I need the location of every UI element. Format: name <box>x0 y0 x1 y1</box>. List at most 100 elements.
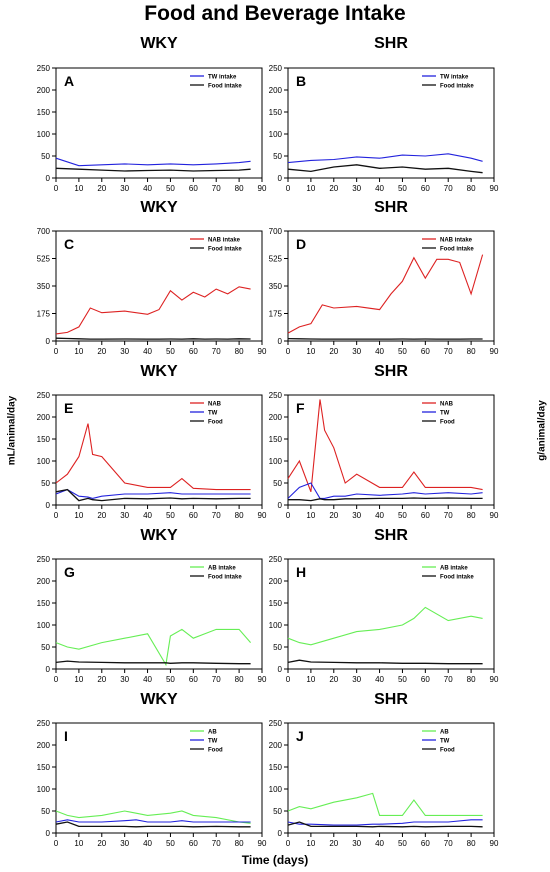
x-tick-label: 50 <box>398 511 407 520</box>
x-tick-label: 40 <box>143 839 152 848</box>
y-tick-label: 700 <box>37 227 51 236</box>
x-tick-label: 90 <box>490 511 499 520</box>
legend-entry: TW intake <box>208 75 237 81</box>
x-tick-label: 90 <box>258 347 267 356</box>
panel-letter: B <box>296 73 306 89</box>
y-tick-label: 250 <box>37 64 51 73</box>
x-tick-label: 20 <box>97 511 106 520</box>
panel-letter: D <box>296 236 306 252</box>
panel-e: WKY 0 50 100 150 200 250 0 10 20 30 40 50 60 70 80 90 E NA… <box>37 363 267 520</box>
x-tick-label: 30 <box>120 511 129 520</box>
legend-entry: Food <box>440 748 455 754</box>
y-tick-label: 0 <box>278 665 283 674</box>
x-tick-label: 0 <box>286 839 291 848</box>
series-line-food <box>55 488 251 502</box>
series-line-ab <box>287 792 483 816</box>
y-tick-label: 525 <box>269 255 283 264</box>
x-tick-label: 50 <box>166 511 175 520</box>
x-tick-label: 40 <box>375 347 384 356</box>
legend-entry: NAB intake <box>208 238 241 244</box>
x-tick-label: 70 <box>212 839 221 848</box>
series-line-food <box>287 821 483 828</box>
x-tick-label: 90 <box>490 839 499 848</box>
x-tick-label: 0 <box>54 675 59 684</box>
series-line-ab-intake <box>55 628 252 667</box>
x-tick-label: 10 <box>306 184 315 193</box>
x-tick-label: 50 <box>166 347 175 356</box>
x-tick-label: 20 <box>329 839 338 848</box>
x-tick-label: 60 <box>421 511 430 520</box>
y-tick-label: 700 <box>269 227 283 236</box>
x-tick-label: 40 <box>143 511 152 520</box>
x-tick-label: 60 <box>421 675 430 684</box>
series-line-nab-intake <box>55 286 251 335</box>
y-tick-label: 200 <box>269 413 283 422</box>
panel-heading-g: WKY <box>140 527 178 544</box>
legend-entry: Food intake <box>208 247 242 253</box>
x-tick-label: 90 <box>490 675 499 684</box>
y-tick-label: 50 <box>41 643 50 652</box>
x-tick-label: 20 <box>329 675 338 684</box>
y-tick-label: 250 <box>37 555 51 564</box>
y-tick-label: 250 <box>269 391 283 400</box>
y-tick-label: 175 <box>269 310 283 319</box>
x-tick-label: 50 <box>166 839 175 848</box>
x-tick-label: 60 <box>189 184 198 193</box>
y-tick-label: 0 <box>46 665 51 674</box>
y-tick-label: 350 <box>269 282 283 291</box>
panel-letter: I <box>64 728 68 744</box>
series-line-ab-intake <box>287 606 483 646</box>
x-tick-label: 80 <box>235 839 244 848</box>
y-tick-label: 100 <box>37 130 51 139</box>
panel-letter: H <box>296 564 306 580</box>
series-line-food-intake <box>55 660 251 665</box>
series-line-tw-intake <box>55 157 251 167</box>
series-line-food-intake <box>55 337 251 340</box>
legend-entry: Food intake <box>208 84 242 90</box>
y-tick-label: 250 <box>37 719 51 728</box>
y-tick-label: 0 <box>46 501 51 510</box>
series-line-food-intake <box>287 659 483 665</box>
x-tick-label: 40 <box>143 347 152 356</box>
x-tick-label: 30 <box>120 839 129 848</box>
x-tick-label: 70 <box>444 675 453 684</box>
series-line-nab-intake <box>287 254 484 334</box>
x-tick-label: 30 <box>352 184 361 193</box>
y-tick-label: 50 <box>273 152 282 161</box>
y-tick-label: 150 <box>269 435 283 444</box>
panel-heading-c: WKY <box>140 199 178 216</box>
series-line-nab <box>287 399 483 492</box>
x-tick-label: 10 <box>306 511 315 520</box>
panel-b: SHR 0 50 100 150 200 250 0 10 20 30 40 50 60 70 80 90 B TW… <box>269 35 499 193</box>
legend-entry: Food <box>440 420 455 426</box>
x-tick-label: 10 <box>306 675 315 684</box>
x-tick-label: 50 <box>166 184 175 193</box>
x-tick-label: 20 <box>329 511 338 520</box>
x-tick-label: 70 <box>212 347 221 356</box>
x-tick-label: 20 <box>97 184 106 193</box>
y-tick-label: 200 <box>269 577 283 586</box>
y-tick-label: 0 <box>46 829 51 838</box>
plot-frame <box>55 558 263 670</box>
series-line-tw <box>287 819 483 826</box>
x-tick-label: 60 <box>189 511 198 520</box>
x-tick-label: 90 <box>258 839 267 848</box>
y-tick-label: 350 <box>37 282 51 291</box>
x-tick-label: 40 <box>375 184 384 193</box>
x-tick-label: 60 <box>421 839 430 848</box>
x-tick-label: 40 <box>143 675 152 684</box>
x-tick-label: 70 <box>212 511 221 520</box>
series-line-food <box>288 497 483 502</box>
x-tick-label: 40 <box>143 184 152 193</box>
y-tick-label: 250 <box>269 64 283 73</box>
x-tick-label: 60 <box>189 675 198 684</box>
x-tick-label: 80 <box>467 347 476 356</box>
y-tick-label: 50 <box>273 643 282 652</box>
legend-entry: NAB <box>208 402 222 408</box>
x-tick-label: 30 <box>120 675 129 684</box>
legend-entry: TW <box>208 739 218 745</box>
y-tick-label: 100 <box>269 621 283 630</box>
x-tick-label: 20 <box>97 839 106 848</box>
y-tick-label: 0 <box>278 174 283 183</box>
series-line-food <box>55 821 251 828</box>
